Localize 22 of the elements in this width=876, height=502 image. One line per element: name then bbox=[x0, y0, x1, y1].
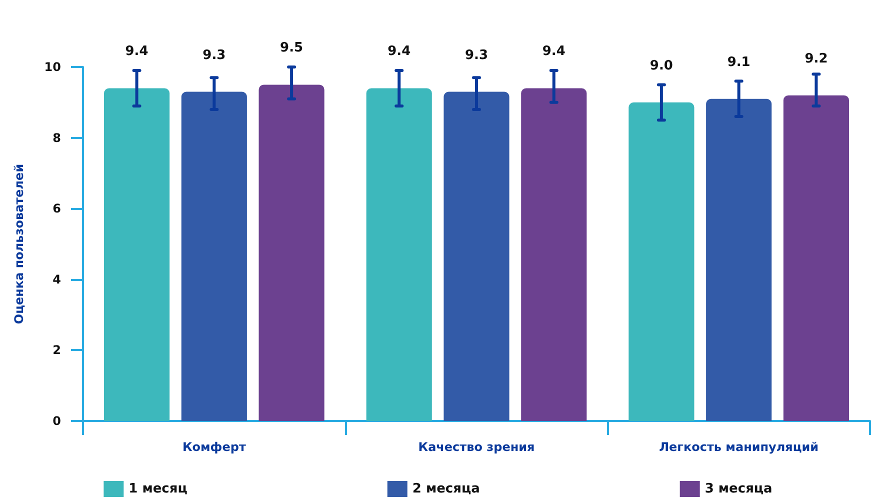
data-label: 9.5 bbox=[280, 40, 304, 56]
y-tick-label: 8 bbox=[52, 130, 61, 145]
y-tick-label: 2 bbox=[52, 343, 61, 358]
data-label: 9.1 bbox=[727, 54, 750, 70]
y-tick-label: 0 bbox=[52, 414, 61, 428]
legend-label: 1 месяц bbox=[128, 482, 188, 496]
data-label: 9.4 bbox=[388, 44, 411, 60]
data-label: 9.3 bbox=[202, 48, 226, 63]
x-tick-label: Комферт bbox=[182, 440, 246, 454]
data-label: 9.4 bbox=[125, 44, 148, 60]
data-label: 9.0 bbox=[650, 58, 673, 74]
data-label: 9.4 bbox=[542, 44, 566, 60]
data-label: 9.3 bbox=[464, 48, 488, 63]
y-tick-label: 10 bbox=[44, 60, 61, 74]
y-tick-label: 4 bbox=[52, 272, 61, 286]
x-tick-label: Качество зрения bbox=[418, 440, 535, 454]
legend-label: 3 месяца bbox=[704, 482, 772, 496]
y-axis-title: Оценка пользователей bbox=[12, 164, 26, 324]
legend-label: 2 месяца bbox=[412, 482, 480, 496]
y-tick-label: 6 bbox=[52, 202, 61, 216]
data-label: 9.2 bbox=[804, 51, 828, 66]
x-tick-label: Легкость манипуляций bbox=[659, 440, 819, 454]
